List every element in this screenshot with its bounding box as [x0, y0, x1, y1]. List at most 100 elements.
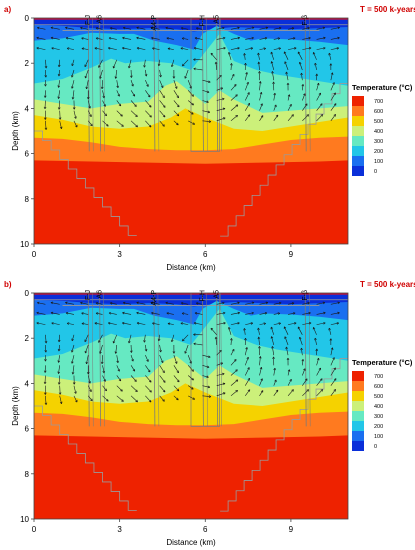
- flow-vector-head: [121, 399, 124, 402]
- flow-vector-head: [323, 321, 326, 325]
- flow-vector: [171, 59, 175, 67]
- flow-vector-head: [194, 37, 198, 40]
- fault-zone-outline: [190, 293, 220, 427]
- flow-vector: [145, 385, 152, 393]
- flow-vector-head: [333, 378, 337, 381]
- flow-vector-head: [116, 360, 120, 364]
- flow-vector-head: [337, 26, 340, 30]
- flow-vector-head: [109, 302, 113, 305]
- x-tick-label: 0: [32, 525, 37, 534]
- flow-vector-head: [95, 312, 99, 315]
- flow-vector-head: [333, 92, 336, 96]
- flow-vector: [259, 390, 264, 396]
- flow-vector-head: [57, 360, 61, 363]
- flow-vector-head: [57, 371, 61, 374]
- flow-vector-head: [81, 322, 85, 326]
- flow-vector: [259, 356, 261, 366]
- flow-vector: [65, 312, 75, 315]
- flow-vector-head: [271, 71, 274, 74]
- legend-swatch: [352, 96, 364, 106]
- flow-vector-head: [134, 104, 137, 107]
- flow-vector-head: [235, 104, 239, 107]
- fault-line: [87, 18, 90, 152]
- flow-vector-head: [157, 338, 161, 342]
- legend-label: 200: [374, 149, 383, 155]
- flow-vector: [230, 349, 235, 356]
- flow-vector: [37, 302, 46, 305]
- flow-vector: [182, 37, 189, 40]
- flow-vector: [159, 395, 165, 402]
- flow-vector-head: [88, 381, 91, 384]
- flow-vector: [316, 103, 323, 111]
- flow-vector-head: [81, 312, 84, 315]
- flow-vector-head: [263, 47, 266, 51]
- flow-vector: [80, 302, 89, 305]
- flow-vector-head: [181, 37, 185, 40]
- legend-title: Temperature (°C): [352, 358, 413, 367]
- flow-vector-head: [152, 322, 155, 325]
- flow-vector-head: [136, 47, 140, 50]
- flow-vector-head: [102, 95, 106, 99]
- flow-vector-head: [235, 114, 238, 118]
- flow-vector: [245, 322, 253, 325]
- flow-vector: [284, 61, 289, 71]
- flow-vector: [314, 62, 317, 71]
- flow-vector: [187, 80, 192, 89]
- flow-vector: [259, 81, 261, 91]
- flow-vector: [102, 365, 105, 374]
- fault-label: F-H: [199, 290, 206, 302]
- flow-vector-head: [146, 84, 149, 87]
- fault-line: [103, 293, 105, 427]
- flow-vector-head: [160, 85, 164, 88]
- flow-vector: [258, 61, 260, 71]
- flow-vector: [108, 322, 117, 325]
- fault-zone-outline: [190, 18, 220, 152]
- flow-vector: [136, 37, 146, 40]
- flow-vector: [245, 37, 254, 40]
- flow-vector: [116, 100, 122, 107]
- flow-vector-head: [303, 368, 306, 371]
- flow-vector: [216, 98, 225, 101]
- flow-vector: [152, 47, 160, 50]
- flow-vector-head: [103, 379, 106, 382]
- flow-vector-head: [50, 36, 54, 40]
- flow-vector-head: [180, 322, 184, 325]
- x-tick-label: 9: [289, 250, 294, 259]
- flow-vector: [87, 385, 92, 392]
- flow-vector: [230, 369, 238, 376]
- flow-vector-head: [333, 367, 336, 371]
- flow-vector: [85, 344, 89, 354]
- flow-vector: [216, 362, 223, 366]
- flow-vector-head: [43, 106, 47, 110]
- flow-vector-head: [285, 71, 288, 75]
- flow-vector: [193, 322, 203, 325]
- x-tick-label: 0: [32, 250, 37, 259]
- legend-swatch: [352, 371, 364, 381]
- flow-vector-head: [330, 72, 334, 75]
- flow-vector-head: [284, 336, 287, 339]
- flow-vector: [94, 47, 103, 50]
- flow-vector: [259, 103, 263, 111]
- flow-vector-head: [207, 110, 211, 114]
- flow-vector-head: [121, 124, 124, 127]
- y-tick-label: 10: [20, 240, 29, 249]
- flow-vector: [36, 37, 46, 40]
- flow-vector: [102, 395, 109, 402]
- flow-vector-head: [116, 85, 120, 89]
- flow-vector: [259, 367, 262, 376]
- flow-vector: [230, 27, 240, 30]
- flow-vector: [330, 114, 336, 122]
- flow-vector-head: [118, 378, 122, 382]
- flow-vector: [302, 114, 309, 122]
- flow-vector: [110, 27, 117, 30]
- flow-vector-head: [237, 36, 240, 40]
- flow-vector: [316, 27, 325, 30]
- flow-vector-head: [151, 36, 154, 40]
- flow-vector-head: [214, 336, 218, 340]
- flow-vector: [173, 120, 179, 126]
- flow-vector-head: [220, 362, 224, 365]
- flow-vector-head: [228, 52, 231, 55]
- flow-vector-head: [329, 338, 333, 341]
- fault-line: [304, 293, 307, 427]
- flow-vector: [228, 327, 232, 335]
